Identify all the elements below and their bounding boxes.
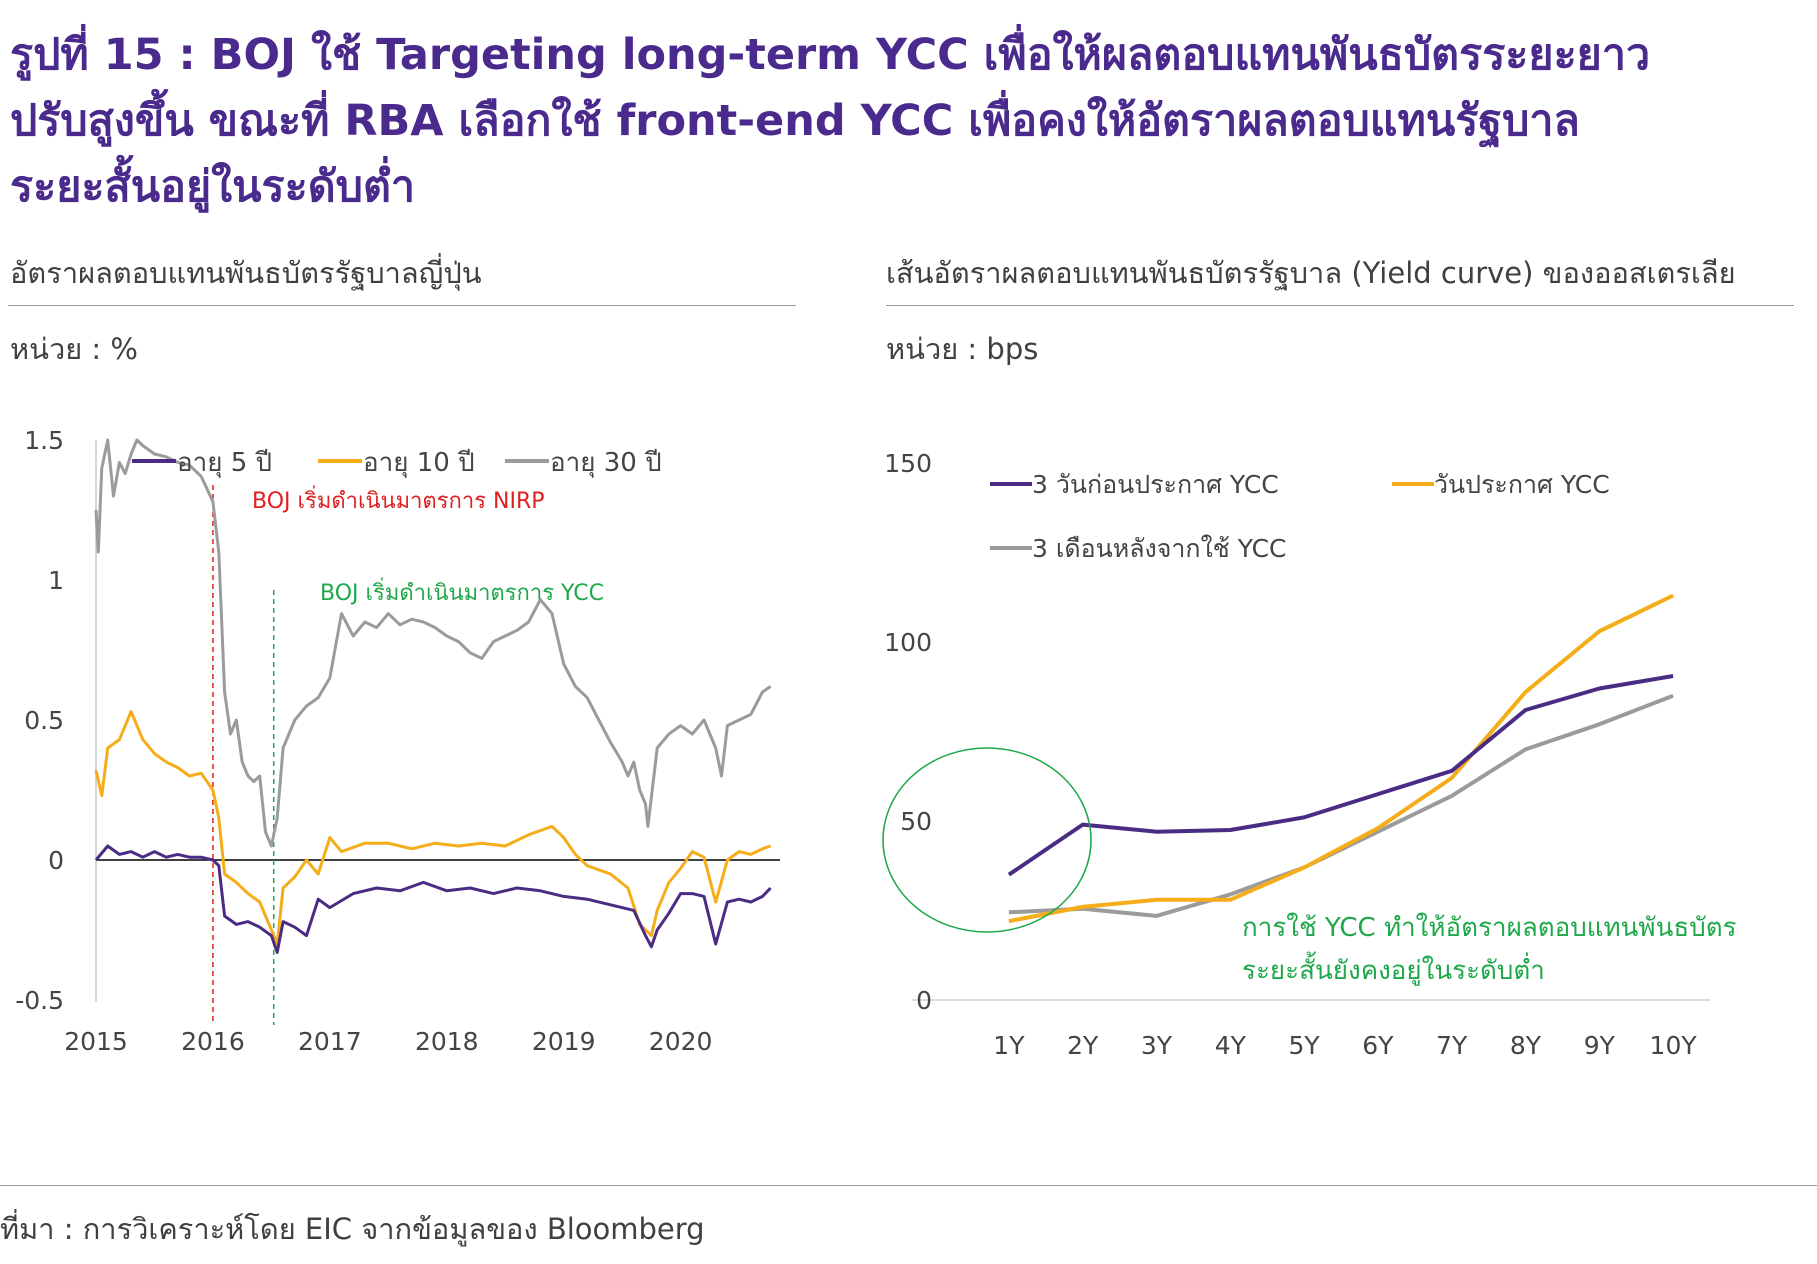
left-panel-divider	[8, 305, 796, 306]
figure-title-line-3: ระยะสั้นอยู่ในระดับต่ำ	[10, 162, 416, 212]
short-end-highlight-circle	[882, 747, 1092, 933]
x-tick-label: 2Y	[1067, 1031, 1099, 1060]
x-tick-label: 2018	[415, 1027, 479, 1056]
x-tick-label: 9Y	[1584, 1031, 1616, 1060]
x-tick-label: 3Y	[1141, 1031, 1173, 1060]
right-panel-divider	[886, 305, 1794, 306]
x-tick-label: 2015	[64, 1027, 128, 1056]
y-tick-label: 1.5	[24, 426, 64, 455]
yield-curve-annotation-line-2: ระยะสั้นยังคงอยู่ในระดับต่ำ	[1242, 951, 1545, 986]
x-tick-label: 2020	[649, 1027, 713, 1056]
footer-divider	[0, 1185, 1817, 1186]
left-panel-heading: อัตราผลตอบแทนพันธบัตรรัฐบาลญี่ปุ่น	[10, 256, 482, 290]
left-panel-unit: หน่วย : %	[10, 332, 138, 366]
x-tick-label: 6Y	[1362, 1031, 1394, 1060]
y-tick-label: 150	[884, 449, 932, 478]
x-tick-label: 5Y	[1289, 1031, 1321, 1060]
ycc-annotation: BOJ เริ่มดำเนินมาตรการ YCC	[320, 577, 604, 606]
x-tick-label: 10Y	[1650, 1031, 1698, 1060]
source-note: ที่มา : การวิเคราะห์โดย EIC จากข้อมูลของ…	[0, 1212, 705, 1246]
figure-title-line-2: ปรับสูงขึ้น ขณะที่ RBA เลือกใช้ front-en…	[10, 96, 1580, 146]
y-tick-label: -0.5	[15, 986, 64, 1015]
x-tick-label: 8Y	[1510, 1031, 1542, 1060]
x-tick-label: 4Y	[1215, 1031, 1247, 1060]
right-panel-unit: หน่วย : bps	[886, 332, 1039, 366]
x-tick-label: 7Y	[1436, 1031, 1468, 1060]
series-line-1	[94, 844, 772, 954]
yield-curve-annotation-line-1: การใช้ YCC ทำให้อัตราผลตอบแทนพันธบัตร	[1242, 913, 1737, 943]
australia-yield-curve-chart: 150 100 50 0 1Y 2Y 3Y 4Y 5Y 6Y 7Y 8Y 9Y 10Y การใช้ YCC…	[882, 449, 1737, 1060]
y-tick-label: 100	[884, 628, 932, 657]
series-line-1	[1007, 674, 1674, 877]
y-tick-label: 1	[48, 566, 64, 595]
y-tick-label: 50	[900, 807, 932, 836]
legend-label: อายุ 10 ปี	[363, 448, 475, 478]
x-tick-label: 2019	[532, 1027, 596, 1056]
figure-title-line-1: รูปที่ 15 : BOJ ใช้ Targeting long-term …	[10, 30, 1651, 80]
legend-label: อายุ 30 ปี	[550, 448, 662, 478]
legend-label: วันประกาศ YCC	[1434, 470, 1610, 499]
y-tick-label: 0	[916, 986, 932, 1015]
y-tick-label: 0	[48, 846, 64, 875]
series-line-3	[94, 438, 772, 848]
series-line-2	[94, 710, 772, 946]
y-tick-label: 0.5	[24, 706, 64, 735]
legend-label: 3 เดือนหลังจากใช้ YCC	[1032, 534, 1287, 563]
figure-title: รูปที่ 15 : BOJ ใช้ Targeting long-term …	[10, 22, 1800, 220]
x-tick-label: 1Y	[993, 1031, 1025, 1060]
right-panel-heading: เส้นอัตราผลตอบแทนพันธบัตรรัฐบาล (Yield c…	[886, 256, 1736, 290]
nirp-annotation: BOJ เริ่มดำเนินมาตรการ NIRP	[252, 485, 545, 514]
x-tick-label: 2016	[181, 1027, 245, 1056]
series-line-2	[1008, 593, 1674, 924]
x-tick-label: 2017	[298, 1027, 362, 1056]
legend-label: อายุ 5 ปี	[177, 448, 272, 478]
legend-label: 3 วันก่อนประกาศ YCC	[1032, 470, 1279, 499]
